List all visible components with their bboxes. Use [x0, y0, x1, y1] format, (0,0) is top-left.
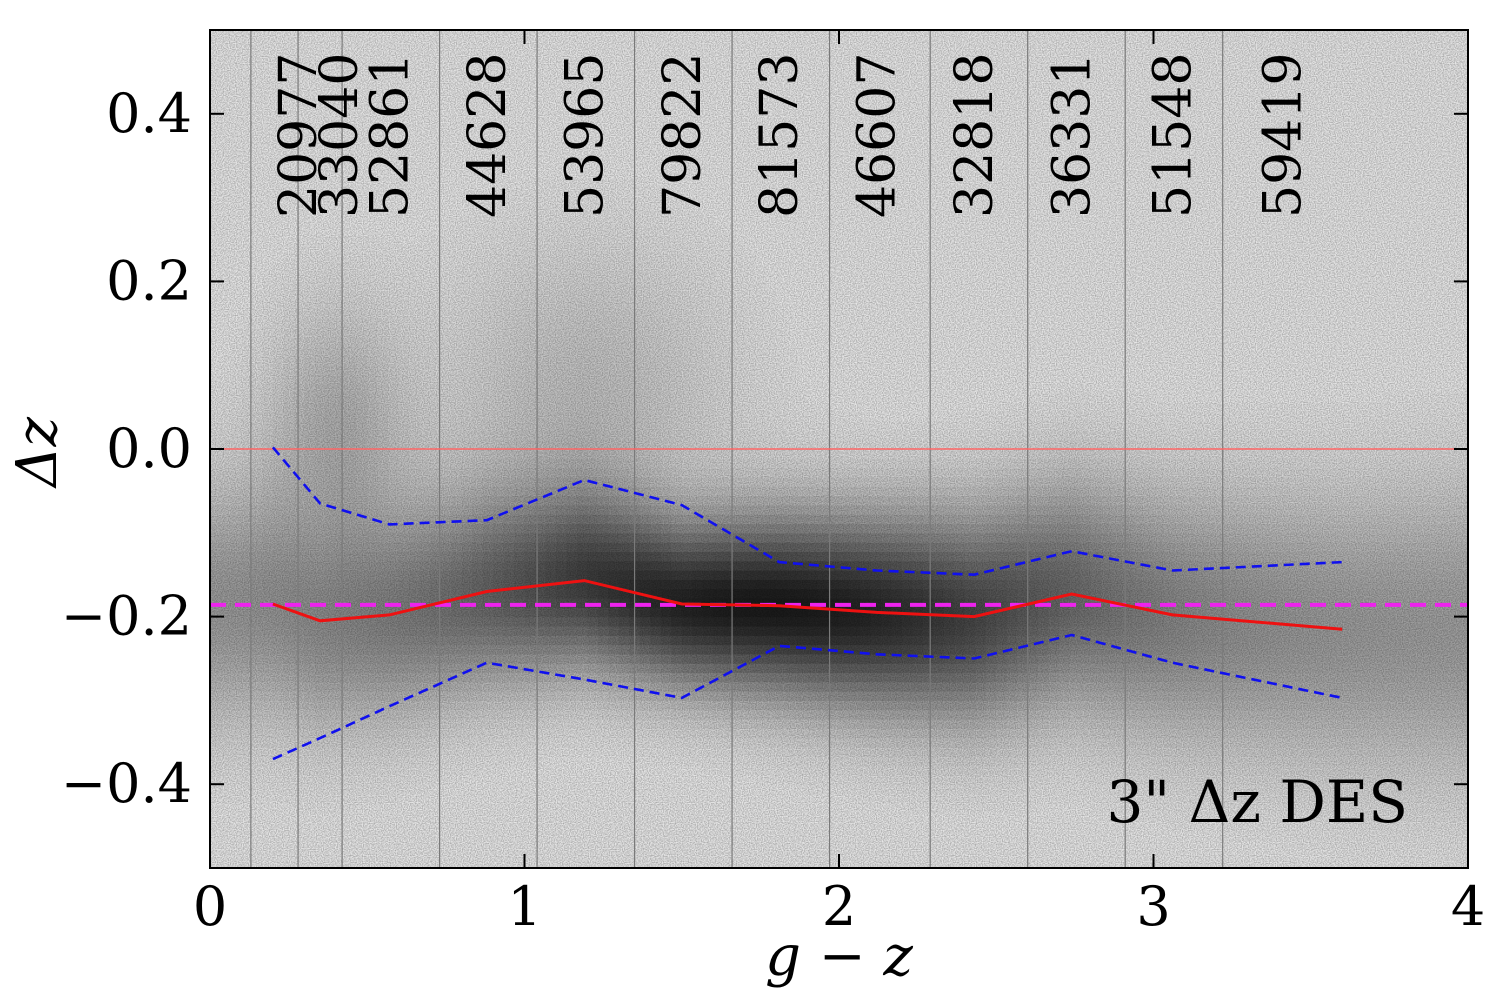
plot-area [210, 30, 1468, 868]
